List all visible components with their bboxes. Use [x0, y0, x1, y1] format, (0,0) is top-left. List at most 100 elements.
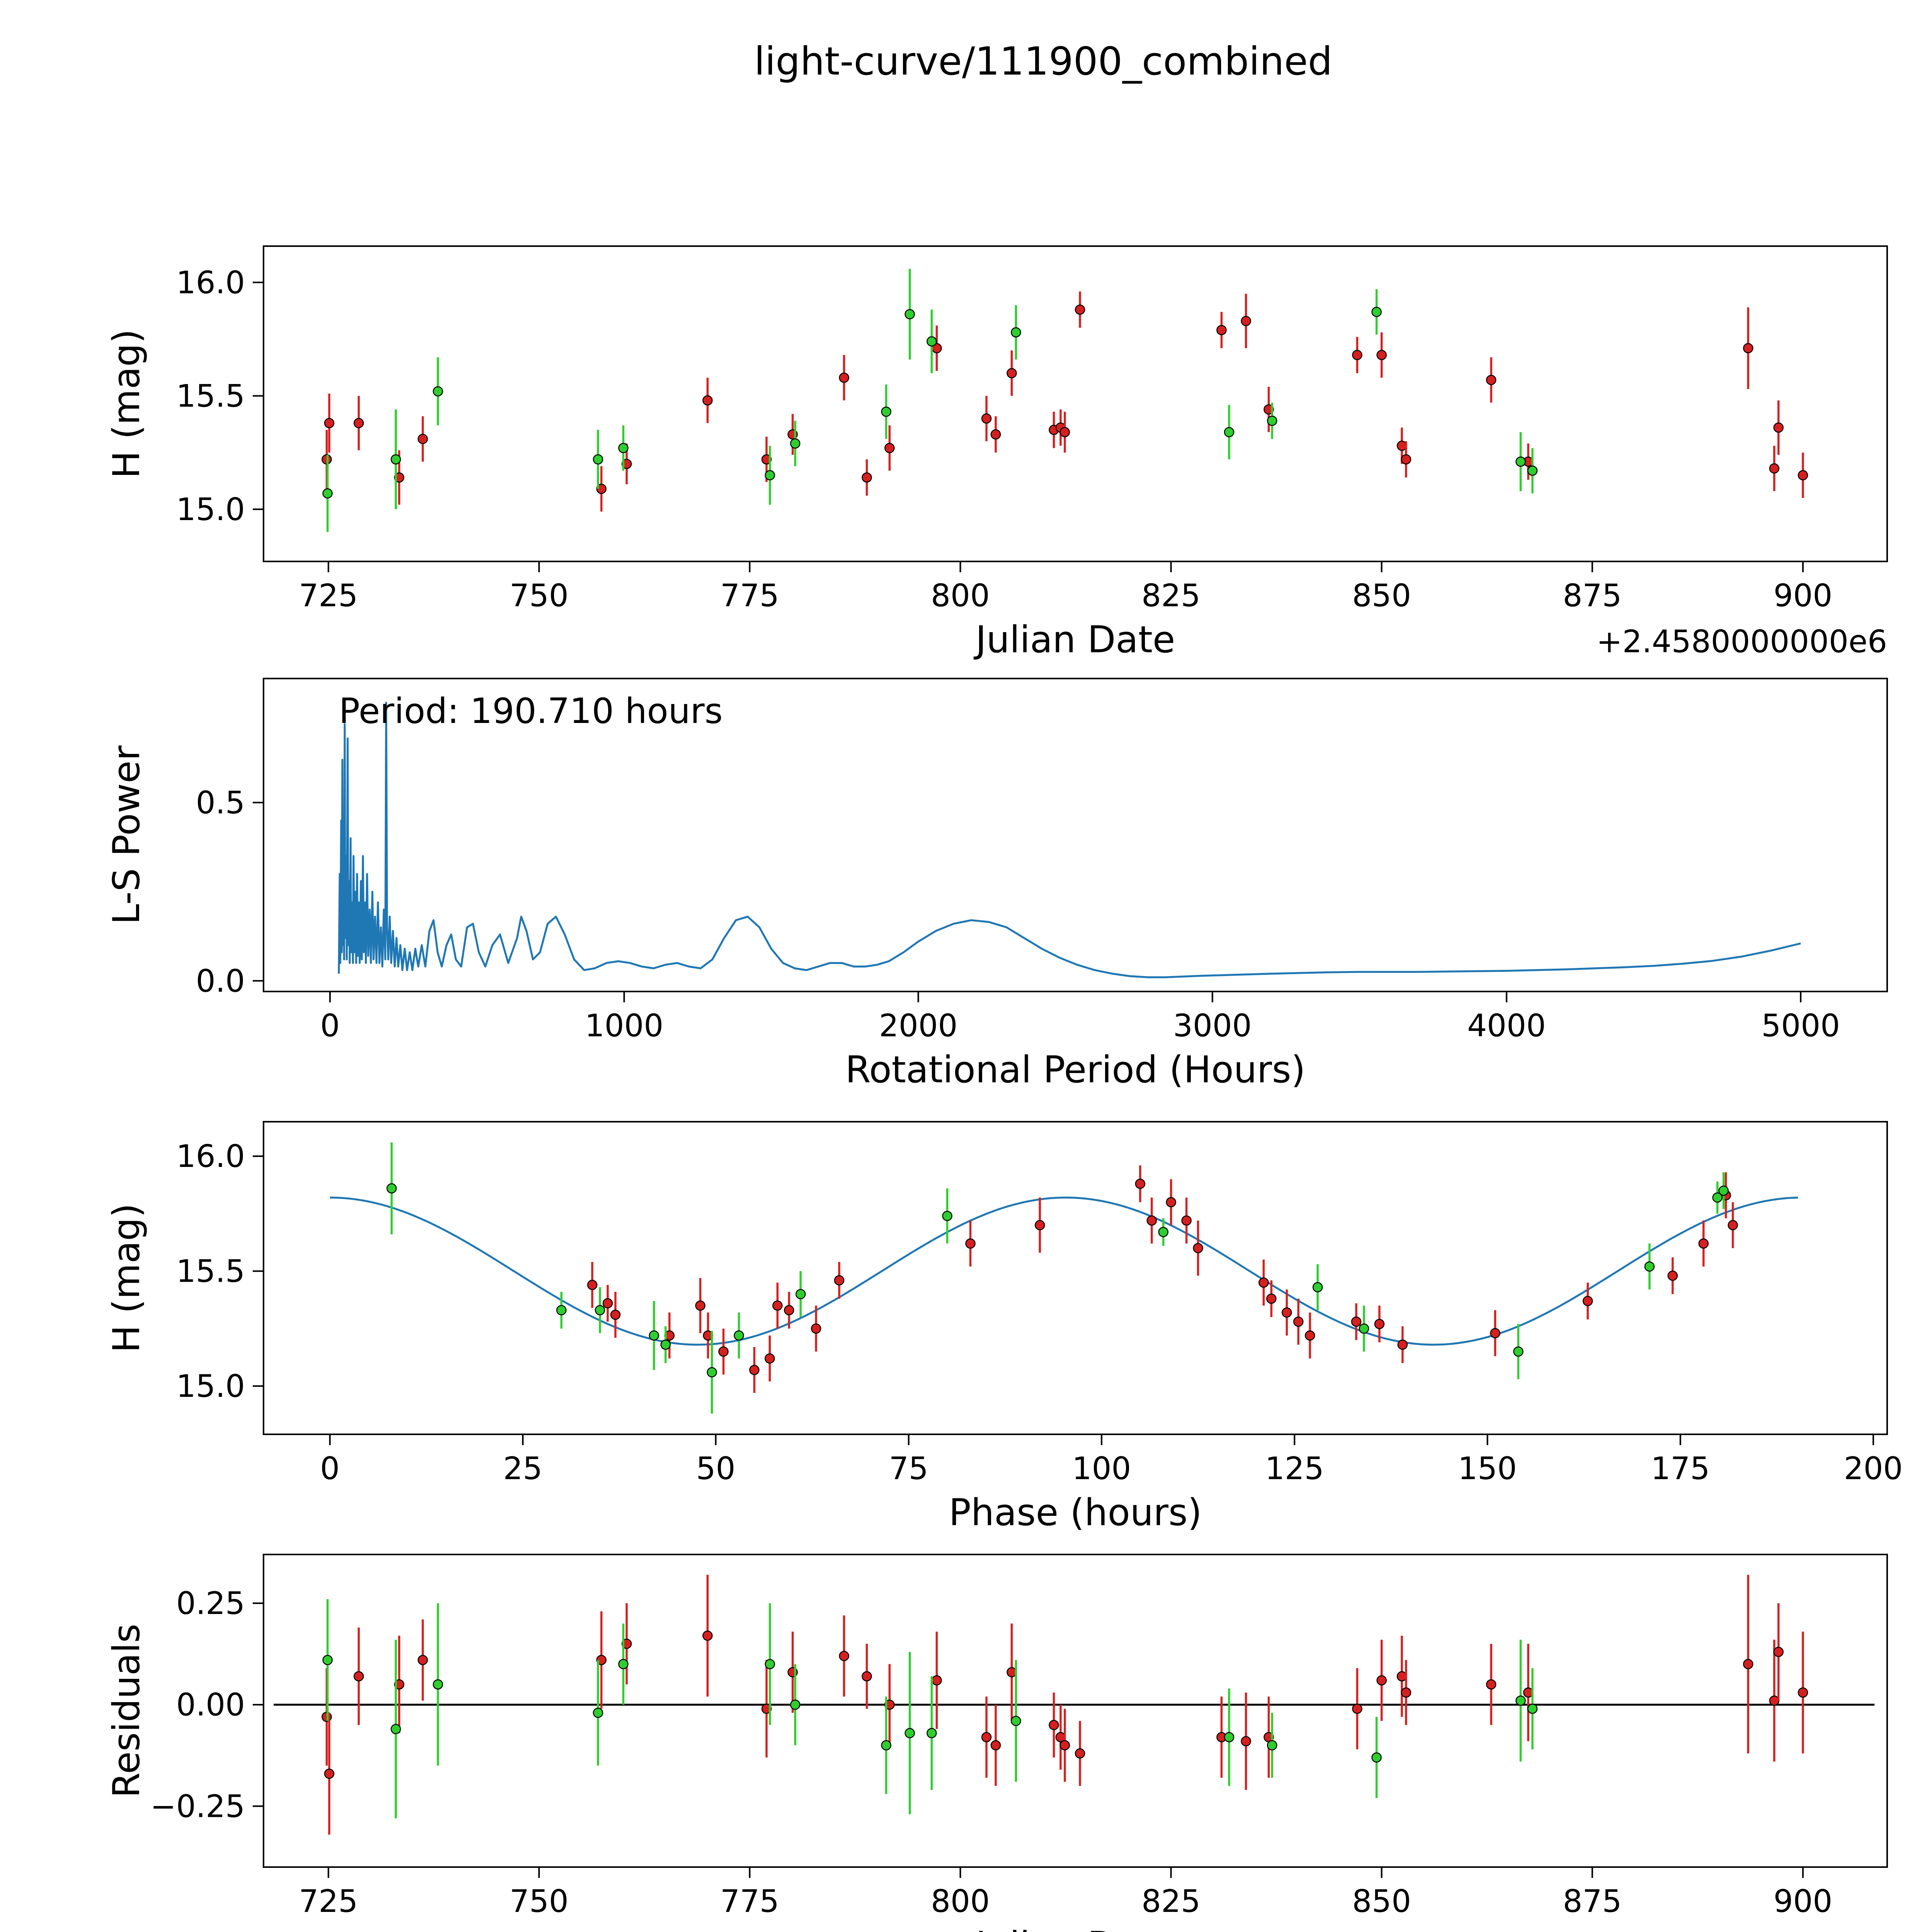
data-point: [1241, 316, 1251, 326]
data-point: [610, 1310, 621, 1320]
panel-residuals: 725 750 775 800 825 850 875 900 −0.25 0.00 0.25 Jul…: [105, 1554, 1888, 1932]
x-tick-label: 900: [1774, 578, 1833, 614]
data-point: [784, 1305, 794, 1316]
data-point: [695, 1300, 706, 1311]
data-point: [1773, 1646, 1784, 1657]
x-axis-label: Rotational Period (Hours): [845, 1049, 1306, 1091]
data-point: [1798, 470, 1808, 481]
data-point: [354, 1671, 364, 1682]
data-point: [1352, 350, 1362, 361]
data-point: [1034, 1220, 1045, 1230]
model-fit-curve: [330, 1196, 1798, 1346]
x-tick-label: 725: [299, 1883, 358, 1919]
data-point: [1146, 1215, 1157, 1226]
data-point: [1490, 1328, 1500, 1338]
data-point: [660, 1339, 671, 1350]
y-tick-label: 16.0: [176, 265, 245, 301]
data-point: [839, 372, 849, 383]
data-point: [322, 488, 333, 499]
residuals-red: [321, 1575, 1808, 1835]
y-tick-label: 15.0: [176, 492, 245, 527]
data-point: [1075, 304, 1085, 315]
data-point: [1582, 1296, 1593, 1306]
y-tick-label: 15.5: [176, 378, 245, 414]
data-point: [1486, 375, 1497, 385]
data-point: [1371, 306, 1382, 317]
axes-frame: [263, 678, 1888, 992]
data-point: [1267, 415, 1277, 426]
data-point: [1293, 1316, 1304, 1327]
data-point: [1259, 1277, 1269, 1288]
x-tick-label: 850: [1352, 1883, 1411, 1919]
data-point: [1712, 1192, 1723, 1203]
y-tick-label: −0.25: [150, 1788, 245, 1824]
data-point: [702, 1630, 713, 1641]
data-point: [1224, 1732, 1235, 1743]
x-tick-label: 775: [720, 1883, 779, 1919]
data-point: [595, 1305, 605, 1316]
data-point: [602, 1298, 613, 1309]
x-tick-label: 850: [1352, 578, 1411, 614]
x-tick-label: 800: [931, 1883, 990, 1919]
x-tick-label: 900: [1774, 1883, 1833, 1919]
data-point: [1371, 1752, 1382, 1763]
data-point: [862, 472, 872, 483]
data-point: [1312, 1282, 1323, 1293]
data-point: [1075, 1748, 1085, 1759]
power-spectrum-line: [338, 702, 1801, 978]
data-point: [764, 1353, 775, 1364]
axes-frame: [263, 1554, 1888, 1868]
data-point: [1728, 1220, 1738, 1230]
data-point: [386, 1183, 397, 1194]
data-point: [417, 1655, 428, 1665]
data-point: [1267, 1740, 1277, 1751]
data-point: [1351, 1316, 1362, 1327]
data-point: [1769, 463, 1780, 474]
x-tick-label: 125: [1265, 1451, 1324, 1486]
x-tick-label: 775: [720, 578, 779, 614]
data-point: [1513, 1346, 1524, 1357]
x-tick-label: 750: [510, 1883, 569, 1919]
x-tick-label: 2000: [879, 1008, 958, 1044]
x-tick-label: 825: [1141, 1883, 1201, 1919]
x-tick-label: 1000: [585, 1008, 663, 1044]
data-point: [862, 1671, 872, 1682]
data-point: [1374, 1319, 1385, 1329]
data-point: [884, 443, 895, 453]
data-point: [965, 1238, 976, 1249]
data-point: [1166, 1197, 1176, 1208]
data-point: [790, 1699, 801, 1710]
phased-red: [587, 1165, 1738, 1393]
data-point: [765, 470, 775, 481]
data-point: [1158, 1227, 1168, 1237]
data-point: [839, 1651, 849, 1661]
y-tick-label: 15.5: [176, 1253, 245, 1289]
data-point: [881, 1740, 891, 1751]
data-point: [1718, 1185, 1729, 1196]
y-tick-label: 0.5: [196, 785, 245, 821]
x-tick-label: 50: [696, 1451, 735, 1486]
residuals-green: [322, 1599, 1538, 1818]
x-tick-label: 175: [1651, 1451, 1710, 1486]
data-point: [942, 1211, 952, 1221]
data-point: [795, 1289, 806, 1299]
data-point: [765, 1659, 775, 1669]
data-point: [1359, 1323, 1369, 1334]
data-point: [1193, 1243, 1203, 1253]
axes-frame: [263, 245, 1888, 562]
x-tick-label: 0: [320, 1451, 340, 1486]
axes-frame: [263, 1121, 1888, 1435]
x-tick-label: 150: [1458, 1451, 1517, 1486]
data-point: [1798, 1687, 1808, 1698]
data-point: [707, 1367, 717, 1378]
data-point: [1216, 325, 1227, 335]
x-tick-label: 75: [889, 1451, 929, 1486]
data-point: [1698, 1238, 1709, 1249]
data-point: [618, 1659, 629, 1669]
data-point: [1401, 454, 1412, 465]
data-point: [926, 336, 937, 347]
x-tick-label: 725: [299, 578, 358, 614]
data-point: [1011, 1716, 1021, 1726]
data-point: [1515, 456, 1526, 467]
data-point: [1060, 427, 1070, 437]
